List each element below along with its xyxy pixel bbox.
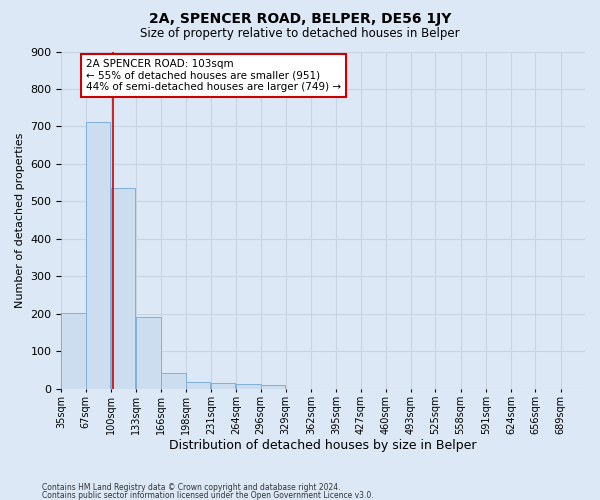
Bar — [61, 313, 86, 389]
Text: Size of property relative to detached houses in Belper: Size of property relative to detached ho… — [140, 28, 460, 40]
Text: 2A SPENCER ROAD: 103sqm
← 55% of detached houses are smaller (951)
44% of semi-d: 2A SPENCER ROAD: 103sqm ← 55% of detache… — [86, 59, 341, 92]
X-axis label: Distribution of detached houses by size in Belper: Distribution of detached houses by size … — [169, 440, 477, 452]
Bar — [111, 188, 136, 389]
Bar — [86, 122, 110, 389]
Bar — [136, 317, 161, 389]
Y-axis label: Number of detached properties: Number of detached properties — [15, 132, 25, 308]
Text: 2A, SPENCER ROAD, BELPER, DE56 1JY: 2A, SPENCER ROAD, BELPER, DE56 1JY — [149, 12, 451, 26]
Text: Contains HM Land Registry data © Crown copyright and database right 2024.: Contains HM Land Registry data © Crown c… — [42, 484, 341, 492]
Bar — [260, 385, 285, 389]
Text: Contains public sector information licensed under the Open Government Licence v3: Contains public sector information licen… — [42, 491, 374, 500]
Bar — [186, 382, 210, 389]
Bar — [161, 373, 186, 389]
Bar — [211, 384, 235, 389]
Bar — [236, 384, 260, 389]
